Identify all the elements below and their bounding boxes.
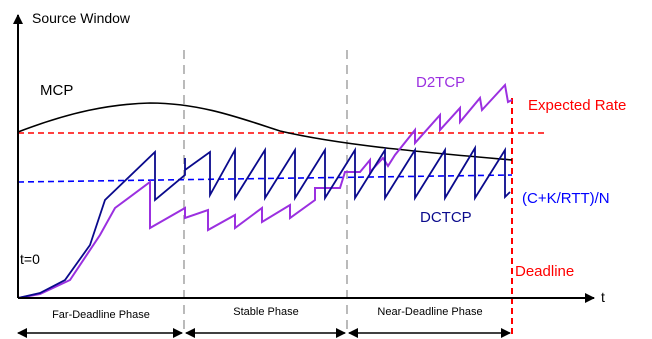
dctcp-curve xyxy=(17,144,511,299)
mcp-label: MCP xyxy=(40,82,73,99)
phase-label-far-deadline: Far-Deadline Phase xyxy=(52,309,150,321)
d2tcp-curve xyxy=(17,82,513,299)
x-axis-label: t xyxy=(601,289,605,305)
phase-label-near-deadline: Near-Deadline Phase xyxy=(377,306,482,318)
mcp-curve xyxy=(17,102,513,161)
deadline-label: Deadline xyxy=(515,263,574,280)
expected-rate-label: Expected Rate xyxy=(528,97,626,114)
phase-label-stable: Stable Phase xyxy=(233,306,298,318)
y-axis-label: Source Window xyxy=(32,10,131,26)
dctcp-label: DCTCP xyxy=(420,209,472,226)
fair-share-label: (C+K/RTT)/N xyxy=(522,190,610,207)
d2tcp-label: D2TCP xyxy=(416,74,465,91)
origin-label: t=0 xyxy=(20,251,40,267)
